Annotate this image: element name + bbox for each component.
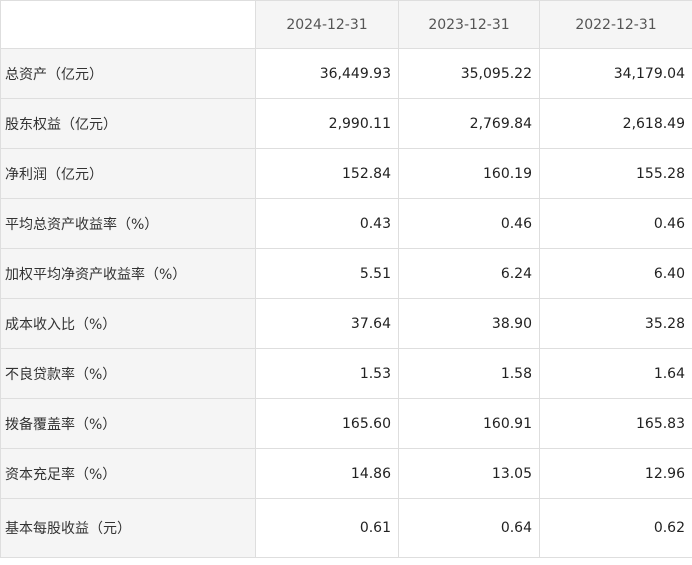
table-header-row: 2024-12-31 2023-12-31 2022-12-31: [0, 0, 692, 49]
cell-value: 34,179.04: [539, 48, 692, 99]
cell-value: 6.40: [539, 248, 692, 299]
cell-value: 0.43: [255, 198, 399, 249]
column-header-2023: 2023-12-31: [398, 0, 540, 49]
cell-value: 165.83: [539, 398, 692, 449]
table-row: 拨备覆盖率（%） 165.60 160.91 165.83: [0, 398, 692, 449]
row-label: 资本充足率（%）: [0, 448, 256, 499]
cell-value: 14.86: [255, 448, 399, 499]
row-label: 加权平均净资产收益率（%）: [0, 248, 256, 299]
row-label: 不良贷款率（%）: [0, 348, 256, 399]
row-label: 基本每股收益（元）: [0, 498, 256, 558]
table-row: 不良贷款率（%） 1.53 1.58 1.64: [0, 348, 692, 399]
cell-value: 0.46: [398, 198, 540, 249]
row-label: 净利润（亿元）: [0, 148, 256, 199]
row-label: 股东权益（亿元）: [0, 98, 256, 149]
cell-value: 160.19: [398, 148, 540, 199]
cell-value: 2,990.11: [255, 98, 399, 149]
table-row: 净利润（亿元） 152.84 160.19 155.28: [0, 148, 692, 199]
cell-value: 160.91: [398, 398, 540, 449]
cell-value: 0.61: [255, 498, 399, 558]
table-row: 成本收入比（%） 37.64 38.90 35.28: [0, 298, 692, 349]
cell-value: 13.05: [398, 448, 540, 499]
cell-value: 12.96: [539, 448, 692, 499]
cell-value: 0.64: [398, 498, 540, 558]
cell-value: 35.28: [539, 298, 692, 349]
cell-value: 0.62: [539, 498, 692, 558]
cell-value: 0.46: [539, 198, 692, 249]
cell-value: 2,769.84: [398, 98, 540, 149]
column-header-2024: 2024-12-31: [255, 0, 399, 49]
cell-value: 1.53: [255, 348, 399, 399]
header-corner-cell: [0, 0, 256, 49]
cell-value: 35,095.22: [398, 48, 540, 99]
row-label: 总资产（亿元）: [0, 48, 256, 99]
table-row: 总资产（亿元） 36,449.93 35,095.22 34,179.04: [0, 48, 692, 99]
cell-value: 6.24: [398, 248, 540, 299]
table-row: 基本每股收益（元） 0.61 0.64 0.62: [0, 498, 692, 558]
cell-value: 36,449.93: [255, 48, 399, 99]
cell-value: 165.60: [255, 398, 399, 449]
cell-value: 5.51: [255, 248, 399, 299]
column-header-2022: 2022-12-31: [539, 0, 692, 49]
cell-value: 2,618.49: [539, 98, 692, 149]
row-label: 成本收入比（%）: [0, 298, 256, 349]
cell-value: 155.28: [539, 148, 692, 199]
cell-value: 1.64: [539, 348, 692, 399]
cell-value: 1.58: [398, 348, 540, 399]
table-row: 平均总资产收益率（%） 0.43 0.46 0.46: [0, 198, 692, 249]
cell-value: 37.64: [255, 298, 399, 349]
row-label: 拨备覆盖率（%）: [0, 398, 256, 449]
table-row: 资本充足率（%） 14.86 13.05 12.96: [0, 448, 692, 499]
cell-value: 38.90: [398, 298, 540, 349]
cell-value: 152.84: [255, 148, 399, 199]
table-row: 股东权益（亿元） 2,990.11 2,769.84 2,618.49: [0, 98, 692, 149]
table-row: 加权平均净资产收益率（%） 5.51 6.24 6.40: [0, 248, 692, 299]
row-label: 平均总资产收益率（%）: [0, 198, 256, 249]
